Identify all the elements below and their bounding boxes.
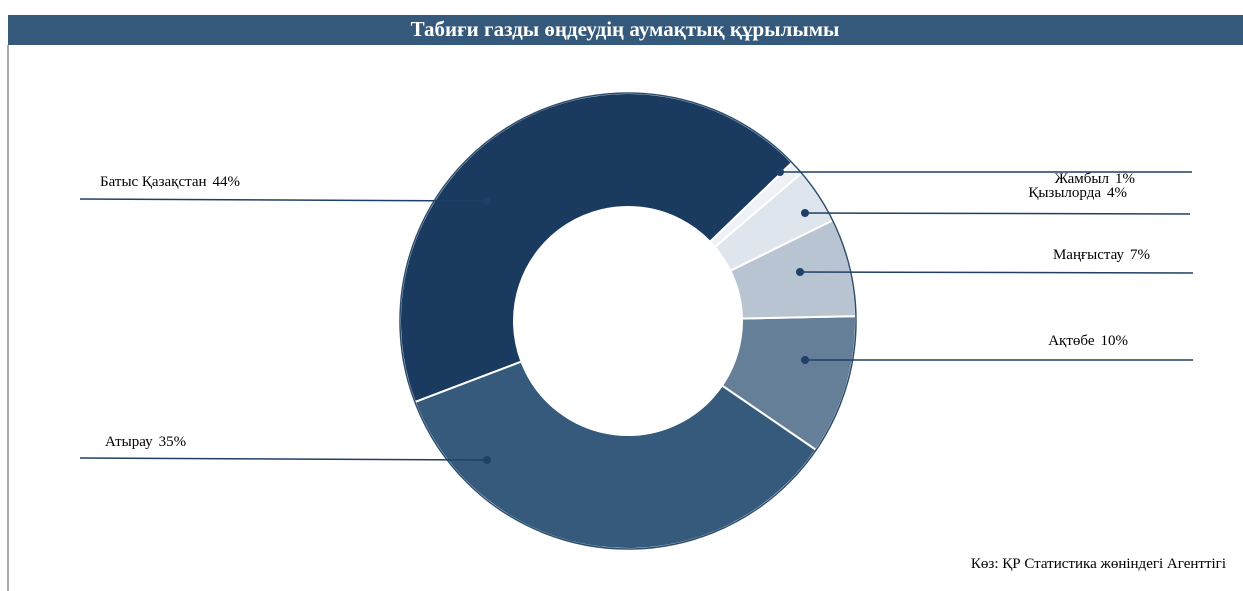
leader-dot xyxy=(801,356,809,364)
label-name: Қызылорда xyxy=(1028,185,1101,201)
label-value: 4% xyxy=(1107,185,1127,201)
leader-line xyxy=(79,457,488,461)
ring-outline xyxy=(399,92,857,550)
label-value: 1% xyxy=(1115,171,1135,187)
leader-dot xyxy=(483,456,491,464)
data-label: Жамбыл 1% xyxy=(1055,171,1135,187)
data-label: Ақтөбе 10% xyxy=(1048,333,1128,349)
data-label: Қызылорда 4% xyxy=(1028,185,1127,201)
label-name: Маңғыстау xyxy=(1053,247,1125,263)
label-name: Ақтөбе xyxy=(1048,333,1095,349)
leader-line xyxy=(799,271,1194,274)
leader-line xyxy=(79,198,488,202)
title-bar xyxy=(8,15,1243,45)
leader-dot xyxy=(776,168,784,176)
chart-title: Табиғи газды өңдеудің аумақтық құрылымы xyxy=(411,17,840,41)
data-label: Атырау 35% xyxy=(105,434,186,450)
leader-line xyxy=(804,212,1191,215)
leader-dot xyxy=(483,197,491,205)
label-name: Атырау xyxy=(105,434,153,450)
label-value: 10% xyxy=(1101,333,1129,349)
label-value: 44% xyxy=(213,174,241,190)
source-note: Көз: ҚР Статистика жөніндегі Агенттігі xyxy=(971,556,1226,572)
leader-dot xyxy=(796,268,804,276)
label-value: 7% xyxy=(1130,247,1150,263)
data-label: Маңғыстау 7% xyxy=(1053,247,1150,263)
label-value: 35% xyxy=(159,434,187,450)
label-name: Батыс Қазақстан xyxy=(100,174,207,190)
leader-dot xyxy=(801,209,809,217)
data-label: Батыс Қазақстан 44% xyxy=(100,174,240,190)
label-name: Жамбыл xyxy=(1055,171,1110,187)
